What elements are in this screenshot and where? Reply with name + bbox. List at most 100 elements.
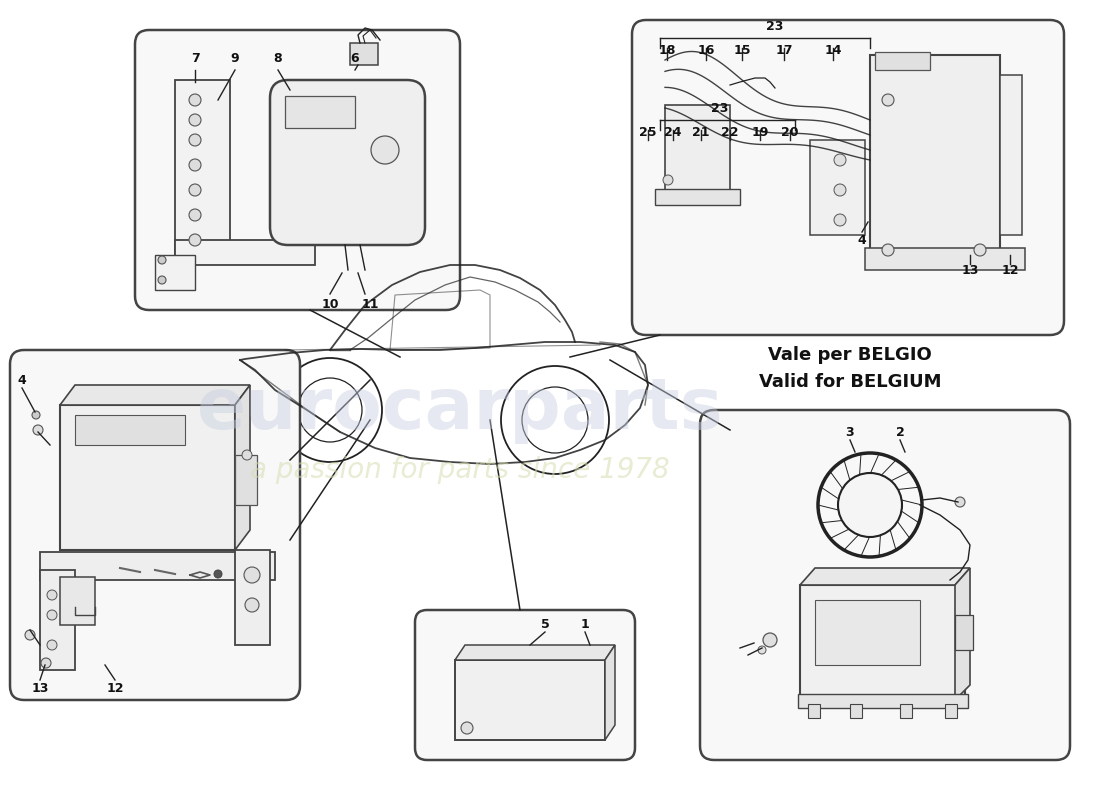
Circle shape	[25, 630, 35, 640]
Bar	[850, 704, 862, 718]
Text: 20: 20	[781, 126, 799, 138]
FancyBboxPatch shape	[632, 20, 1064, 335]
Circle shape	[242, 450, 252, 460]
Polygon shape	[605, 645, 615, 740]
Text: 5: 5	[540, 618, 549, 631]
Circle shape	[758, 646, 766, 654]
FancyBboxPatch shape	[700, 410, 1070, 760]
Circle shape	[974, 244, 986, 256]
Text: 24: 24	[664, 126, 682, 138]
Bar	[870, 55, 1000, 255]
Text: 12: 12	[1001, 263, 1019, 277]
Bar	[808, 704, 820, 718]
Circle shape	[47, 640, 57, 650]
Bar	[900, 704, 912, 718]
Text: Valid for BELGIUM: Valid for BELGIUM	[759, 373, 942, 391]
Text: 9: 9	[231, 51, 240, 65]
Bar	[800, 585, 965, 700]
FancyBboxPatch shape	[270, 80, 425, 245]
Circle shape	[158, 256, 166, 264]
Bar	[654, 189, 740, 205]
Bar	[40, 570, 75, 670]
Circle shape	[47, 590, 57, 600]
Circle shape	[371, 136, 399, 164]
Circle shape	[189, 234, 201, 246]
FancyBboxPatch shape	[10, 350, 300, 700]
Circle shape	[32, 411, 40, 419]
Text: 23: 23	[712, 102, 728, 115]
Circle shape	[955, 497, 965, 507]
Text: 13: 13	[31, 682, 48, 694]
Circle shape	[834, 154, 846, 166]
Text: 13: 13	[961, 263, 979, 277]
Bar	[175, 80, 230, 255]
Text: 21: 21	[692, 126, 710, 138]
Text: 10: 10	[321, 298, 339, 310]
Circle shape	[189, 159, 201, 171]
Text: 17: 17	[776, 43, 793, 57]
Circle shape	[189, 184, 201, 196]
Circle shape	[882, 244, 894, 256]
Text: 22: 22	[722, 126, 739, 138]
Bar	[455, 660, 605, 740]
Bar	[235, 550, 270, 645]
Polygon shape	[455, 645, 615, 660]
Text: 16: 16	[697, 43, 715, 57]
Circle shape	[838, 473, 902, 537]
Circle shape	[189, 114, 201, 126]
Circle shape	[158, 276, 166, 284]
Circle shape	[663, 175, 673, 185]
Bar	[1000, 75, 1022, 235]
Text: 8: 8	[274, 51, 283, 65]
Bar	[235, 455, 257, 505]
Circle shape	[189, 94, 201, 106]
FancyBboxPatch shape	[135, 30, 460, 310]
FancyBboxPatch shape	[415, 610, 635, 760]
Text: 11: 11	[361, 298, 378, 310]
Bar	[60, 577, 95, 625]
Text: 15: 15	[734, 43, 750, 57]
Text: 6: 6	[351, 51, 360, 65]
Bar	[75, 415, 185, 445]
Text: 19: 19	[751, 126, 769, 138]
Bar	[798, 694, 968, 708]
Text: 23: 23	[767, 21, 783, 34]
Bar	[60, 405, 235, 550]
Text: 7: 7	[190, 51, 199, 65]
Text: 3: 3	[846, 426, 855, 438]
Bar	[945, 704, 957, 718]
Text: 2: 2	[895, 426, 904, 438]
Bar	[40, 552, 275, 580]
Circle shape	[189, 134, 201, 146]
Circle shape	[882, 94, 894, 106]
Bar	[810, 140, 865, 235]
Bar	[865, 248, 1025, 270]
Text: 4: 4	[18, 374, 26, 386]
Circle shape	[189, 209, 201, 221]
Circle shape	[41, 658, 51, 668]
Text: 25: 25	[639, 126, 657, 138]
Text: 1: 1	[581, 618, 590, 631]
Polygon shape	[60, 385, 250, 405]
Text: 4: 4	[858, 234, 867, 246]
Text: eurocarparts: eurocarparts	[197, 375, 724, 445]
Circle shape	[33, 425, 43, 435]
Bar	[155, 255, 195, 290]
Circle shape	[47, 610, 57, 620]
Circle shape	[461, 722, 473, 734]
Circle shape	[763, 633, 777, 647]
Text: Vale per BELGIO: Vale per BELGIO	[768, 346, 932, 364]
Bar	[285, 96, 355, 128]
Bar	[815, 600, 920, 665]
Text: 14: 14	[824, 43, 842, 57]
Circle shape	[214, 570, 222, 578]
Text: 12: 12	[107, 682, 123, 694]
Bar	[666, 105, 730, 190]
Circle shape	[245, 598, 258, 612]
Circle shape	[834, 214, 846, 226]
Polygon shape	[955, 568, 970, 700]
Polygon shape	[800, 568, 970, 585]
Bar	[175, 240, 315, 265]
Polygon shape	[235, 385, 250, 550]
Bar	[350, 43, 378, 65]
